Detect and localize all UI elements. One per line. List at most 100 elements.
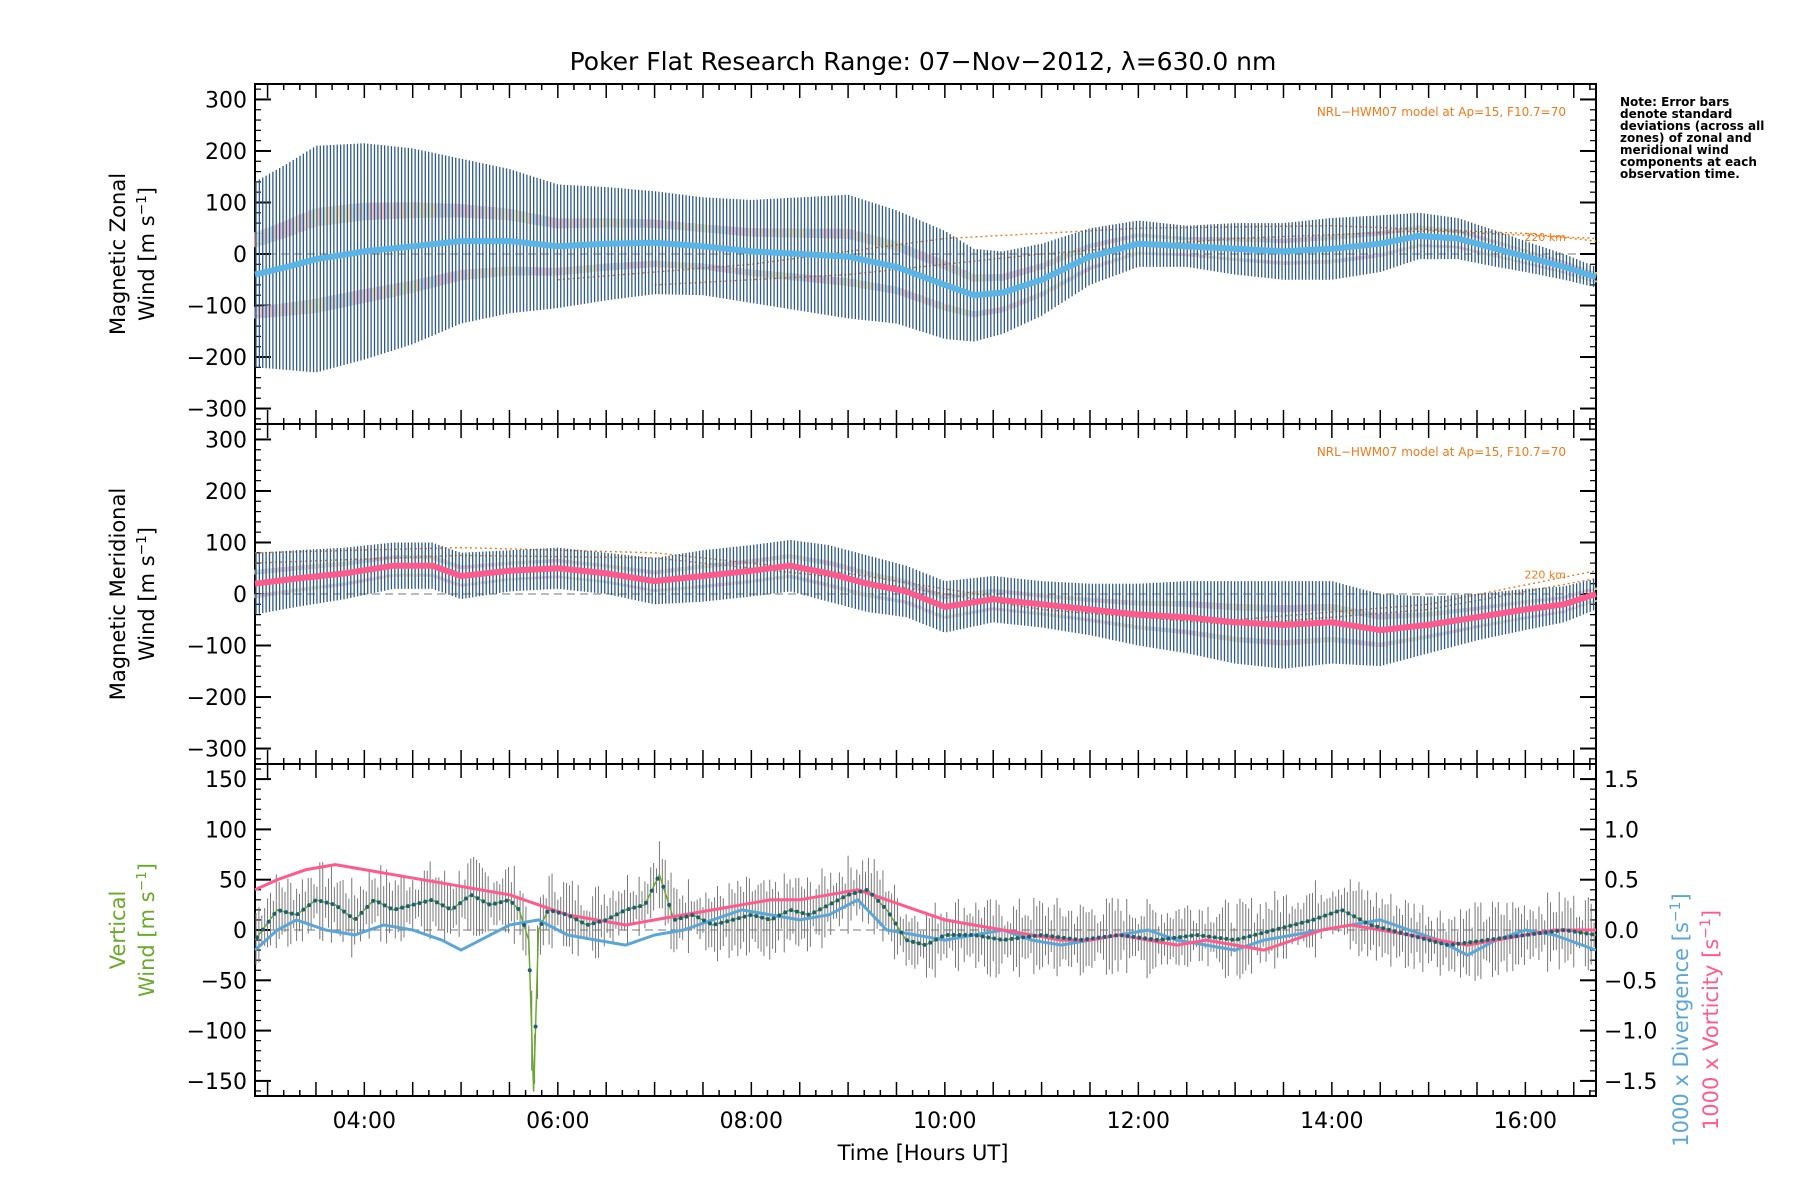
vertical-wind-point bbox=[452, 905, 457, 910]
zone-wind-marker bbox=[1432, 611, 1439, 616]
zone-wind-marker bbox=[1544, 267, 1551, 270]
zone-wind-marker bbox=[619, 566, 626, 570]
zone-wind-marker bbox=[758, 270, 765, 278]
zone-wind-marker bbox=[274, 591, 281, 595]
zone-wind-marker bbox=[982, 589, 989, 594]
zone-wind-marker bbox=[897, 578, 904, 583]
vertical-wind-point bbox=[667, 902, 672, 907]
zone-wind-marker bbox=[1147, 600, 1154, 606]
zone-wind-marker bbox=[704, 224, 711, 233]
zone-wind-marker bbox=[697, 224, 704, 232]
zone-wind-marker bbox=[1381, 252, 1388, 257]
zone-wind-marker bbox=[1225, 603, 1232, 610]
zone-wind-marker bbox=[1161, 600, 1168, 607]
zone-wind-marker bbox=[975, 609, 982, 613]
zone-wind-marker bbox=[328, 584, 335, 588]
zone-wind-marker bbox=[558, 575, 565, 579]
zone-wind-marker bbox=[1347, 639, 1354, 645]
zone-wind-marker bbox=[375, 202, 382, 220]
zone-wind-marker bbox=[348, 560, 355, 565]
vertical-wind-point bbox=[905, 938, 910, 943]
zone-wind-marker bbox=[406, 573, 413, 577]
zone-wind-marker bbox=[1269, 238, 1276, 243]
zone-wind-marker bbox=[985, 608, 992, 612]
zone-wind-marker bbox=[606, 263, 613, 271]
zone-wind-marker bbox=[1188, 237, 1195, 241]
zone-wind-marker bbox=[335, 205, 342, 224]
zone-wind-marker bbox=[636, 568, 643, 573]
zone-wind-marker bbox=[877, 595, 884, 600]
y-tick-label: 50 bbox=[219, 869, 247, 894]
mean-wind-line bbox=[254, 562, 1597, 634]
zone-wind-marker bbox=[1086, 618, 1093, 622]
zone-wind-marker bbox=[1435, 611, 1442, 616]
zone-wind-marker bbox=[690, 223, 697, 232]
zone-wind-marker bbox=[1229, 257, 1236, 261]
zone-wind-marker bbox=[521, 266, 528, 276]
zone-wind-marker bbox=[1073, 616, 1080, 620]
zone-wind-marker bbox=[1378, 613, 1385, 620]
zone-wind-marker bbox=[1412, 245, 1419, 249]
zone-wind-marker bbox=[1310, 236, 1317, 242]
zone-wind-marker bbox=[1175, 600, 1182, 607]
zone-wind-marker bbox=[829, 561, 836, 567]
zone-wind-marker bbox=[1439, 245, 1446, 248]
zone-wind-marker bbox=[260, 305, 267, 318]
zone-wind-marker bbox=[1229, 636, 1236, 642]
zone-wind-marker bbox=[1523, 262, 1530, 265]
zone-wind-marker bbox=[1503, 602, 1510, 607]
zone-wind-marker bbox=[880, 574, 887, 580]
zone-wind-marker bbox=[514, 266, 521, 276]
zone-wind-marker bbox=[826, 228, 833, 239]
zone-wind-marker bbox=[372, 287, 379, 301]
zone-wind-marker bbox=[1276, 238, 1283, 244]
zone-wind-marker bbox=[365, 578, 372, 582]
zone-wind-marker bbox=[995, 274, 1002, 281]
vertical-wind-point bbox=[690, 913, 695, 918]
zone-wind-marker bbox=[535, 267, 542, 276]
zone-wind-marker bbox=[599, 263, 606, 272]
zone-wind-marker bbox=[792, 554, 799, 560]
zone-wind-marker bbox=[761, 578, 768, 582]
zone-wind-marker bbox=[1056, 595, 1063, 600]
zone-wind-marker bbox=[1547, 612, 1554, 616]
zone-wind-marker bbox=[968, 591, 975, 596]
zone-wind-marker bbox=[684, 586, 691, 590]
zone-wind-marker bbox=[778, 555, 785, 560]
zone-wind-marker bbox=[643, 587, 650, 591]
zone-wind-marker bbox=[1405, 638, 1412, 643]
zone-wind-marker bbox=[1493, 621, 1500, 625]
zone-wind-marker bbox=[1239, 258, 1246, 262]
vertical-wind-point bbox=[539, 921, 544, 926]
zone-wind-marker bbox=[1324, 603, 1331, 611]
zone-wind-marker bbox=[321, 207, 328, 226]
zone-wind-marker bbox=[812, 228, 819, 239]
zone-wind-marker bbox=[1401, 638, 1408, 643]
zone-wind-marker bbox=[446, 203, 453, 218]
zone-wind-marker bbox=[1009, 271, 1016, 279]
zone-wind-marker bbox=[297, 587, 304, 592]
zone-wind-marker bbox=[453, 203, 460, 218]
vertical-wind-point bbox=[1067, 936, 1072, 941]
zone-wind-marker bbox=[667, 587, 674, 591]
zone-wind-marker bbox=[1005, 590, 1012, 595]
zone-wind-marker bbox=[1320, 604, 1327, 611]
zone-wind-marker bbox=[1039, 291, 1046, 297]
zone-wind-marker bbox=[494, 579, 501, 583]
zone-wind-marker bbox=[917, 295, 924, 303]
zone-wind-marker bbox=[904, 580, 911, 585]
zone-wind-marker bbox=[870, 235, 877, 245]
zone-wind-marker bbox=[971, 311, 978, 318]
vertical-wind-point bbox=[1119, 933, 1124, 938]
zone-wind-marker bbox=[822, 228, 829, 239]
altitude-label: 220 km bbox=[1524, 231, 1566, 244]
zone-wind-marker bbox=[995, 589, 1002, 594]
zone-wind-marker bbox=[294, 215, 301, 234]
zone-wind-marker bbox=[1513, 601, 1520, 605]
vertical-wind-point bbox=[1421, 936, 1426, 941]
zone-wind-marker bbox=[281, 567, 288, 572]
zone-wind-marker bbox=[1351, 233, 1358, 238]
zone-wind-marker bbox=[1466, 232, 1473, 236]
